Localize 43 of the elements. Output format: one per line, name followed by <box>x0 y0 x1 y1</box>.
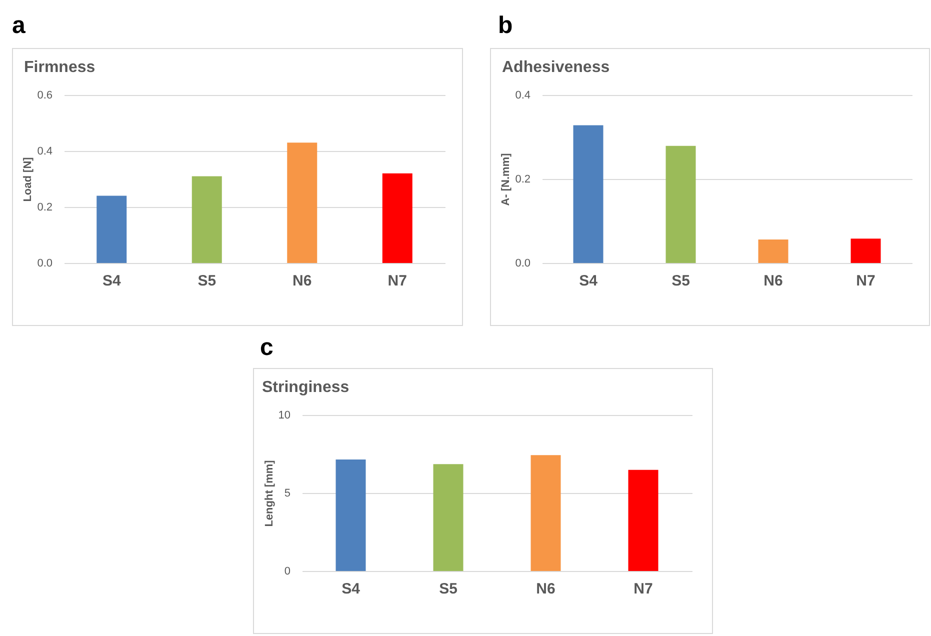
x-tick-label: S4 <box>102 272 122 290</box>
x-tick-label: N6 <box>536 580 556 598</box>
bar <box>628 470 658 571</box>
chart-title: Adhesiveness <box>502 59 610 76</box>
y-axis-title: Lenght [mm] <box>263 460 276 527</box>
bar <box>758 239 788 263</box>
y-axis-title: A- [N.mm] <box>500 152 512 206</box>
y-tick-label: 10 <box>278 410 290 422</box>
text: b <box>498 12 513 40</box>
x-tick-label: S5 <box>198 272 216 290</box>
bar <box>336 459 366 571</box>
bar <box>192 176 222 263</box>
y-tick-label: 5 <box>284 488 290 500</box>
x-tick-label: S5 <box>439 580 458 598</box>
y-tick-label: 0.2 <box>37 202 52 214</box>
bar <box>287 142 318 263</box>
bar <box>850 238 881 263</box>
y-tick-label: 0.4 <box>515 90 530 102</box>
bar <box>433 464 464 571</box>
x-tick-label: S4 <box>342 580 361 598</box>
y-tick-label: 0 <box>284 566 290 578</box>
y-tick-label: 0.0 <box>37 258 52 270</box>
x-tick-label: S5 <box>672 272 690 290</box>
bar <box>666 146 696 263</box>
y-tick-label: 0.0 <box>515 258 530 270</box>
bar <box>573 125 604 263</box>
bar <box>530 455 561 571</box>
bar <box>96 196 127 263</box>
x-tick-label: N6 <box>292 272 312 290</box>
x-tick-label: N7 <box>856 272 876 290</box>
y-tick-label: 0.2 <box>515 174 530 186</box>
chart-title: Stringiness <box>262 379 350 396</box>
chart-title: Firmness <box>24 59 96 76</box>
x-tick-label: N6 <box>764 272 783 290</box>
y-tick-label: 0.4 <box>37 146 52 158</box>
x-tick-label: N7 <box>634 580 653 598</box>
x-tick-label: N7 <box>388 272 407 290</box>
x-tick-label: S4 <box>579 272 598 290</box>
text: c <box>260 334 274 362</box>
text: a <box>12 12 26 40</box>
bar <box>382 173 412 263</box>
y-axis-title: Load [N] <box>22 156 34 202</box>
y-tick-label: 0.6 <box>37 90 52 102</box>
